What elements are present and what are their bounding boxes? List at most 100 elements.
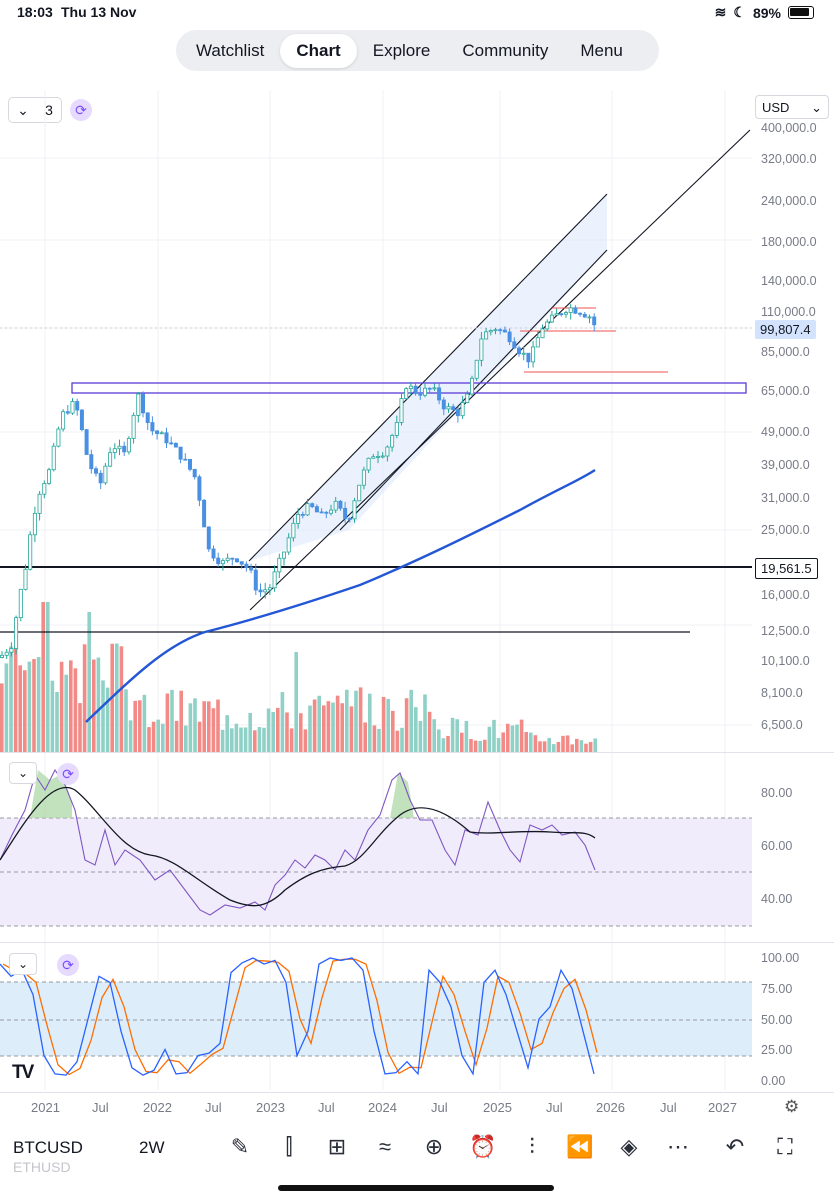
candle-body <box>4 651 9 656</box>
volume-bar <box>400 727 404 752</box>
candle-body <box>131 414 136 439</box>
volume-bar <box>119 646 124 752</box>
volume-bar <box>561 735 565 752</box>
layouts-grid-icon[interactable]: ⊞ <box>327 1134 347 1159</box>
candle-body <box>272 571 277 589</box>
volume-bar <box>414 707 418 752</box>
candle-body <box>498 329 503 332</box>
volume-bar <box>115 643 119 752</box>
candle-body <box>564 312 569 315</box>
current-price-tag: 99,807.4 <box>755 320 816 339</box>
rsi-ma-line <box>0 787 596 907</box>
volume-bar <box>239 727 243 752</box>
candle-body <box>28 534 33 570</box>
volume-bar <box>13 647 18 752</box>
candle-body <box>0 654 4 658</box>
compare-icon[interactable]: ≈ <box>378 1134 392 1159</box>
pane-divider[interactable] <box>0 752 834 753</box>
volume-bar <box>271 712 275 752</box>
volume-bar <box>335 695 340 752</box>
candle-body <box>484 331 489 340</box>
time-tick: 2026 <box>596 1100 625 1115</box>
candle-body <box>554 313 559 316</box>
nav-watchlist[interactable]: Watchlist <box>196 40 265 60</box>
volume-bar <box>579 740 584 752</box>
main-chart[interactable] <box>0 90 834 1100</box>
volume-bar <box>437 729 441 752</box>
candle-body <box>98 472 103 484</box>
candle-type-icon[interactable]: ⫶ <box>529 1134 535 1159</box>
candle-body <box>310 503 315 508</box>
volume-bar <box>262 727 266 752</box>
volume-bar <box>542 741 547 752</box>
stoch-sync-icon[interactable]: ⟳ <box>57 954 79 976</box>
candle-body <box>244 563 249 569</box>
settings-gear-icon[interactable]: ⚙ <box>784 1097 800 1116</box>
battery-icon <box>788 6 814 19</box>
layout-selector[interactable]: ⌄ 3 <box>8 97 62 123</box>
indicators-icon[interactable]: ⫿ <box>285 1134 293 1159</box>
rsi-sync-icon[interactable]: ⟳ <box>57 763 79 785</box>
layout-count: 3 <box>45 102 53 118</box>
price-tick: 180,000.0 <box>761 235 817 249</box>
price-tick: 400,000.0 <box>761 121 817 135</box>
resistance-box[interactable] <box>71 382 747 394</box>
pane-divider[interactable] <box>0 942 834 943</box>
nav-chart[interactable]: Chart <box>280 33 357 68</box>
timeframe-button[interactable]: 2W <box>139 1138 165 1157</box>
currency-selector[interactable]: USD ⌄ <box>755 95 829 119</box>
candle-body <box>84 429 89 455</box>
candle-body <box>422 387 427 396</box>
nav-menu[interactable]: Menu <box>580 40 623 60</box>
nav-community[interactable]: Community <box>462 40 549 60</box>
rsi-collapse-button[interactable]: ⌄ <box>9 762 37 784</box>
candle-body <box>145 412 150 423</box>
candle-body <box>47 469 52 484</box>
status-date: Thu 13 Nov <box>61 4 137 20</box>
candle-body <box>202 499 207 528</box>
volume-bar <box>179 690 183 752</box>
draw-pencil-icon[interactable]: ✎ <box>230 1134 250 1159</box>
volume-bar <box>128 720 133 752</box>
volume-bar <box>455 719 459 752</box>
candle-body <box>187 458 192 470</box>
volume-bar <box>483 739 487 752</box>
candle-body <box>465 393 470 403</box>
volume-bar <box>299 713 303 752</box>
volume-bar <box>207 701 211 752</box>
more-dots-icon[interactable]: ⋯ <box>667 1134 689 1159</box>
candle-body <box>521 352 526 355</box>
price-tick: 31,000.0 <box>761 491 810 505</box>
volume-bar <box>496 738 501 752</box>
candle-body <box>451 406 456 411</box>
add-plus-icon[interactable]: ⊕ <box>424 1134 444 1159</box>
volume-bar <box>78 703 82 752</box>
symbol-button[interactable]: BTCUSD <box>13 1138 83 1157</box>
candle-body <box>559 313 564 316</box>
volume-bar <box>55 691 59 752</box>
sync-icon[interactable]: ⟳ <box>70 99 92 121</box>
volume-bar <box>519 719 524 752</box>
candle-body <box>225 557 230 562</box>
replay-rewind-icon[interactable]: ⏪ <box>566 1134 594 1159</box>
layers-icon[interactable]: ◈ <box>620 1134 638 1159</box>
candle-body <box>319 511 324 514</box>
volume-bar <box>36 657 41 752</box>
undo-icon[interactable]: ↶ <box>725 1134 745 1159</box>
candle-body <box>474 359 479 379</box>
candle-body <box>277 557 282 573</box>
candle-body <box>112 448 117 454</box>
alarm-clock-icon[interactable]: ⏰ <box>469 1134 497 1159</box>
next-symbol[interactable]: ETHUSD <box>13 1159 71 1175</box>
time-tick: 2024 <box>368 1100 397 1115</box>
volume-bar <box>487 726 492 752</box>
stoch-collapse-button[interactable]: ⌄ <box>9 953 37 975</box>
volume-bar <box>464 721 469 752</box>
time-tick: Jul <box>546 1100 563 1115</box>
candle-body <box>545 321 550 330</box>
fullscreen-icon[interactable]: ⛶ <box>777 1134 793 1159</box>
candle-body <box>488 330 493 333</box>
price-tick: 140,000.0 <box>761 274 817 288</box>
nav-explore[interactable]: Explore <box>372 40 431 60</box>
price-tick: 320,000.0 <box>761 152 817 166</box>
